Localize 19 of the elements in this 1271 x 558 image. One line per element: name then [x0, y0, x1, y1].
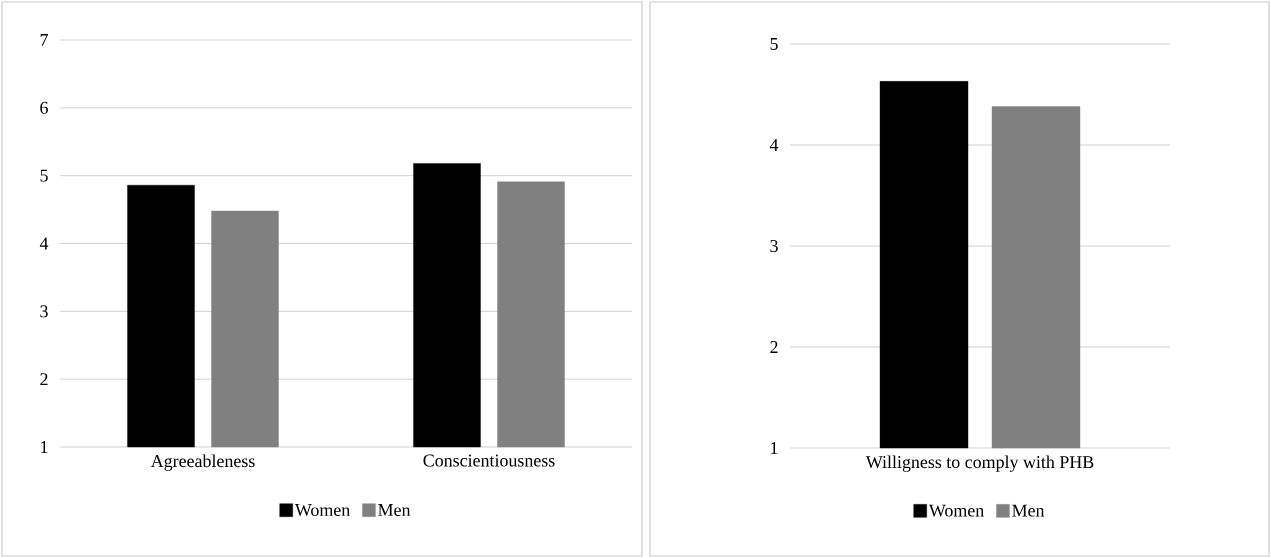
- y-tick-label: 2: [770, 341, 778, 353]
- y-tick-label: 1: [771, 442, 778, 454]
- y-tick-label: 3: [770, 239, 778, 253]
- y-tick-label: 4: [39, 237, 49, 250]
- y-tick-label: 3: [40, 305, 48, 318]
- legend-label: Men: [378, 504, 411, 517]
- y-tick-label: 1: [41, 441, 48, 453]
- legend-label: Men: [1012, 504, 1045, 517]
- y-tick-label: 6: [40, 101, 48, 114]
- y-tick-label: 2: [40, 373, 48, 386]
- y-tick-label: 4: [769, 139, 779, 151]
- y-tick-label: 5: [40, 169, 48, 182]
- x-tick-label: Agreeableness: [150, 454, 255, 471]
- x-tick-label: Willigness to comply with PHB: [865, 455, 1094, 472]
- x-tick-label: Conscientiousness: [423, 454, 555, 467]
- y-tick-label: 7: [40, 34, 48, 46]
- legend-label: Women: [294, 504, 350, 517]
- legend-label: Women: [928, 504, 984, 517]
- y-tick-label: 5: [770, 38, 778, 50]
